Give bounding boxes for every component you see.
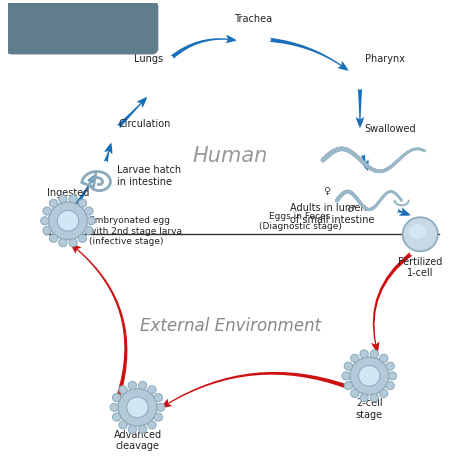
- Circle shape: [342, 372, 350, 380]
- Text: Pharynx: Pharynx: [365, 54, 405, 64]
- Circle shape: [388, 372, 397, 380]
- Ellipse shape: [48, 202, 87, 240]
- Circle shape: [370, 394, 379, 402]
- Circle shape: [154, 413, 163, 421]
- Circle shape: [119, 386, 127, 394]
- Circle shape: [380, 389, 388, 397]
- Text: Circulation: Circulation: [119, 119, 171, 129]
- Ellipse shape: [350, 357, 389, 395]
- Circle shape: [148, 386, 156, 394]
- Circle shape: [49, 235, 58, 242]
- Circle shape: [360, 350, 368, 358]
- Circle shape: [85, 207, 93, 215]
- Circle shape: [138, 381, 147, 390]
- Circle shape: [344, 381, 353, 390]
- Circle shape: [360, 394, 368, 402]
- FancyArrowPatch shape: [356, 89, 364, 128]
- Text: Swallowed: Swallowed: [365, 123, 416, 134]
- Circle shape: [154, 393, 163, 402]
- Text: Advanced
cleavage: Advanced cleavage: [113, 430, 162, 451]
- Text: Adults in lumen
of small intestine: Adults in lumen of small intestine: [291, 203, 375, 225]
- Circle shape: [49, 199, 58, 207]
- Circle shape: [386, 362, 394, 370]
- Circle shape: [380, 354, 388, 362]
- Text: Human: Human: [192, 146, 268, 166]
- Circle shape: [85, 226, 93, 235]
- Circle shape: [69, 195, 77, 203]
- FancyArrowPatch shape: [75, 174, 97, 206]
- Text: Trachea: Trachea: [234, 14, 273, 24]
- Circle shape: [112, 393, 121, 402]
- FancyArrowPatch shape: [371, 252, 412, 353]
- Circle shape: [148, 421, 156, 429]
- Text: Eggs in Feces
(Diagnostic stage): Eggs in Feces (Diagnostic stage): [258, 212, 341, 231]
- Circle shape: [112, 413, 121, 421]
- FancyArrowPatch shape: [104, 143, 112, 162]
- FancyArrowPatch shape: [161, 372, 346, 408]
- Text: ♀: ♀: [323, 186, 330, 196]
- FancyArrowPatch shape: [70, 244, 128, 397]
- Text: External Environment: External Environment: [140, 318, 321, 336]
- Circle shape: [156, 403, 165, 411]
- Circle shape: [128, 425, 137, 433]
- Circle shape: [43, 226, 51, 235]
- Circle shape: [128, 381, 137, 390]
- FancyArrowPatch shape: [361, 154, 369, 171]
- Ellipse shape: [118, 388, 157, 426]
- Circle shape: [344, 362, 353, 370]
- Text: Ingested: Ingested: [47, 188, 89, 198]
- Ellipse shape: [402, 217, 438, 252]
- Circle shape: [59, 239, 67, 247]
- Text: Ascariasis: Ascariasis: [40, 11, 119, 26]
- Circle shape: [87, 217, 95, 225]
- Text: (Ascaris lumbricoides): (Ascaris lumbricoides): [18, 32, 141, 41]
- Circle shape: [43, 207, 51, 215]
- Text: ♂: ♂: [346, 204, 355, 214]
- Circle shape: [78, 235, 87, 242]
- Circle shape: [110, 403, 118, 411]
- Circle shape: [351, 354, 359, 362]
- Circle shape: [370, 350, 379, 358]
- Ellipse shape: [409, 224, 427, 240]
- Circle shape: [41, 217, 49, 225]
- FancyArrowPatch shape: [117, 97, 147, 128]
- Circle shape: [351, 389, 359, 397]
- Text: Larvae hatch
in intestine: Larvae hatch in intestine: [117, 165, 181, 187]
- Text: 2-cell
stage: 2-cell stage: [356, 398, 383, 420]
- FancyBboxPatch shape: [5, 0, 158, 55]
- Circle shape: [119, 421, 127, 429]
- Circle shape: [78, 199, 87, 207]
- Ellipse shape: [358, 365, 380, 386]
- FancyArrowPatch shape: [270, 38, 348, 71]
- FancyArrowPatch shape: [397, 207, 410, 216]
- Ellipse shape: [57, 210, 79, 231]
- FancyArrowPatch shape: [171, 35, 237, 59]
- Ellipse shape: [127, 397, 148, 418]
- Circle shape: [59, 195, 67, 203]
- Circle shape: [69, 239, 77, 247]
- Text: Embryonated egg
with 2nd stage larva
(infective stage): Embryonated egg with 2nd stage larva (in…: [89, 216, 182, 246]
- Circle shape: [138, 425, 147, 433]
- Text: Fertilized
1-cell: Fertilized 1-cell: [398, 257, 442, 278]
- Circle shape: [386, 381, 394, 390]
- Text: Lungs: Lungs: [134, 54, 163, 64]
